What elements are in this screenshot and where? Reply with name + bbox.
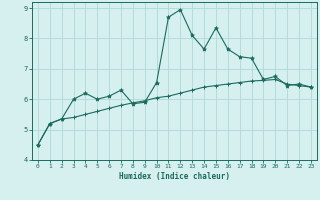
X-axis label: Humidex (Indice chaleur): Humidex (Indice chaleur): [119, 172, 230, 181]
